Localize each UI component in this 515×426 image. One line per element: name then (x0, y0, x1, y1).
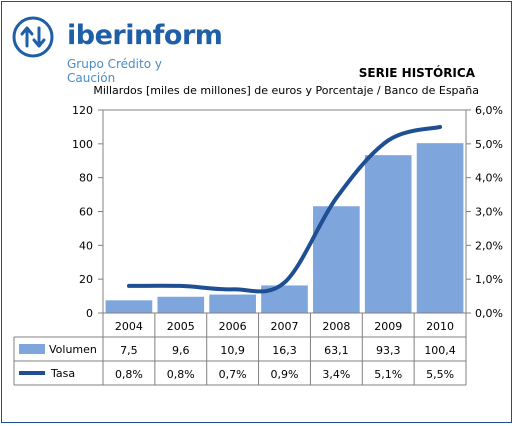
right-axis-tick-label: 3,0% (475, 206, 503, 219)
data-label-volumen: 9,6 (172, 344, 190, 357)
left-axis-tick-label: 0 (86, 307, 93, 320)
right-axis-tick-label: 5,0% (475, 138, 503, 151)
data-label-volumen: 63,1 (324, 344, 349, 357)
logo-icon (12, 16, 54, 58)
data-label-tasa: 0,7% (219, 368, 247, 381)
data-label-volumen: 16,3 (272, 344, 297, 357)
bar-2009 (364, 155, 412, 313)
data-label-tasa: 3,4% (322, 368, 350, 381)
legend-swatch-volumen (19, 344, 45, 354)
brand-name: iberinform (67, 20, 223, 51)
left-axis-tick-label: 40 (79, 239, 93, 252)
bar-2010 (416, 143, 464, 313)
brand-logo: iberinform Grupo Crédito y Caución (10, 10, 223, 85)
category-label: 2005 (167, 320, 195, 333)
bar-2004 (105, 300, 153, 313)
legend-label-tasa: Tasa (50, 367, 75, 380)
right-axis-tick-label: 2,0% (475, 239, 503, 252)
data-label-volumen: 93,3 (376, 344, 401, 357)
data-label-tasa: 5,1% (374, 368, 402, 381)
category-label: 2009 (374, 320, 402, 333)
data-label-tasa: 0,8% (167, 368, 195, 381)
data-label-tasa: 0,9% (271, 368, 299, 381)
bar-2006 (209, 294, 256, 313)
category-label: 2004 (115, 320, 143, 333)
data-label-tasa: 0,8% (115, 368, 143, 381)
left-axis-tick-label: 20 (79, 273, 93, 286)
category-label: 2008 (322, 320, 350, 333)
left-axis-tick-label: 120 (72, 104, 93, 117)
data-label-tasa: 5,5% (426, 368, 454, 381)
right-axis-tick-label: 6,0% (475, 104, 503, 117)
left-axis-tick-label: 100 (72, 138, 93, 151)
category-label: 2006 (219, 320, 247, 333)
right-axis-tick-label: 4,0% (475, 172, 503, 185)
chart-title: SERIE HISTÓRICA (358, 66, 475, 80)
left-axis-tick-label: 60 (79, 206, 93, 219)
legend-label-volumen: Volumen (49, 343, 97, 356)
category-label: 2010 (426, 320, 454, 333)
category-label: 2007 (271, 320, 299, 333)
left-axis-tick-label: 80 (79, 172, 93, 185)
data-label-volumen: 100,4 (424, 344, 456, 357)
data-label-volumen: 7,5 (120, 344, 138, 357)
data-label-volumen: 10,9 (220, 344, 245, 357)
line-tasa (126, 124, 443, 294)
chart-subtitle: Millardos [miles de millones] de euros y… (93, 84, 479, 97)
right-axis-tick-label: 1,0% (475, 273, 503, 286)
right-axis-tick-label: 0,0% (475, 307, 503, 320)
bar-2005 (157, 296, 205, 313)
brand-tagline: Grupo Crédito y Caución (67, 57, 162, 85)
